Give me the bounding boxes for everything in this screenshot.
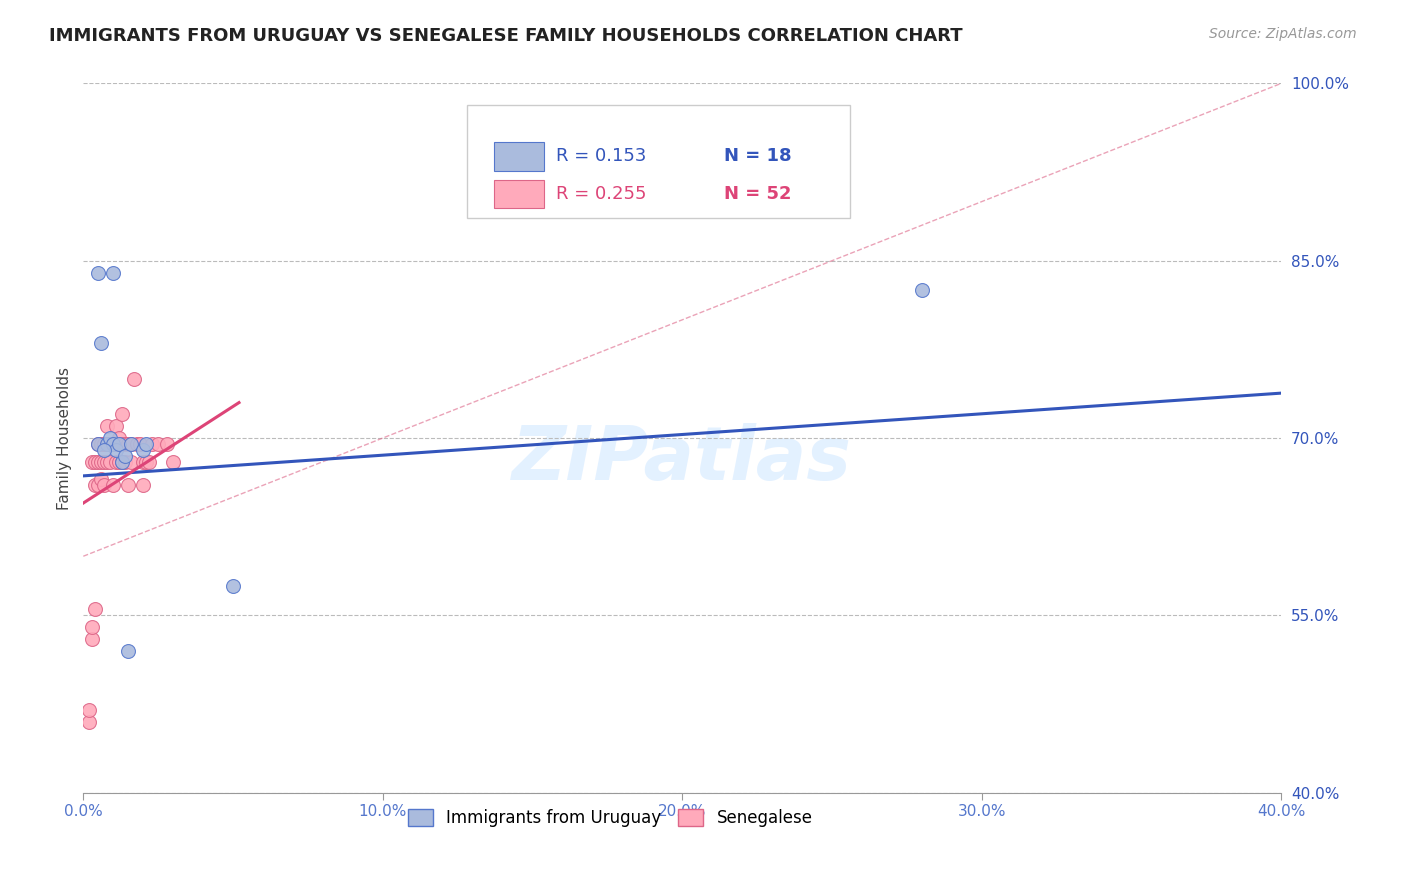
Text: Source: ZipAtlas.com: Source: ZipAtlas.com: [1209, 27, 1357, 41]
Point: [105, 437, 128, 451]
Point: [90, 455, 112, 469]
Point: [108, 437, 131, 451]
Point: [132, 455, 155, 469]
Text: ZIPatlas: ZIPatlas: [512, 423, 852, 496]
Text: N = 52: N = 52: [724, 185, 792, 202]
Point: [96, 419, 118, 434]
Point: [129, 437, 152, 451]
Point: [132, 442, 155, 457]
Point: [135, 437, 157, 451]
Text: R = 0.255: R = 0.255: [557, 185, 647, 202]
Point: [156, 437, 179, 451]
Point: [117, 478, 139, 492]
Point: [114, 449, 136, 463]
Point: [87, 266, 110, 280]
Point: [105, 442, 128, 457]
Point: [108, 455, 131, 469]
FancyBboxPatch shape: [467, 104, 849, 219]
Point: [111, 455, 134, 469]
Point: [146, 437, 169, 451]
Point: [103, 437, 125, 451]
Point: [120, 437, 142, 451]
Point: [111, 437, 134, 451]
Point: [103, 478, 125, 492]
Y-axis label: Family Households: Family Households: [58, 367, 72, 509]
Point: [90, 472, 112, 486]
Point: [105, 455, 128, 469]
Point: [120, 455, 142, 469]
Point: [122, 372, 145, 386]
Point: [117, 437, 139, 451]
Point: [98, 437, 121, 451]
Point: [114, 437, 136, 451]
Text: R = 0.153: R = 0.153: [557, 147, 647, 166]
Point: [105, 419, 128, 434]
Legend: Immigrants from Uruguay, Senegalese: Immigrants from Uruguay, Senegalese: [402, 803, 820, 834]
FancyBboxPatch shape: [494, 143, 544, 170]
Point: [84, 455, 107, 469]
Point: [84, 478, 107, 492]
Point: [222, 579, 245, 593]
Point: [93, 437, 115, 451]
Point: [114, 455, 136, 469]
Point: [98, 455, 121, 469]
Point: [117, 644, 139, 658]
Point: [93, 442, 115, 457]
Point: [135, 455, 157, 469]
Point: [87, 437, 110, 451]
Point: [108, 431, 131, 445]
Point: [84, 602, 107, 616]
Point: [103, 437, 125, 451]
Point: [132, 478, 155, 492]
Point: [93, 455, 115, 469]
Point: [87, 437, 110, 451]
Point: [103, 437, 125, 451]
Point: [90, 437, 112, 451]
Point: [911, 283, 934, 297]
Point: [98, 431, 121, 445]
Point: [93, 478, 115, 492]
Point: [90, 336, 112, 351]
Point: [87, 455, 110, 469]
Point: [82, 455, 104, 469]
Point: [127, 437, 149, 451]
Point: [98, 437, 121, 451]
Point: [93, 437, 115, 451]
Point: [120, 437, 142, 451]
Point: [77, 714, 100, 729]
Point: [96, 437, 118, 451]
FancyBboxPatch shape: [494, 179, 544, 208]
Point: [96, 437, 118, 451]
Point: [77, 703, 100, 717]
Text: IMMIGRANTS FROM URUGUAY VS SENEGALESE FAMILY HOUSEHOLDS CORRELATION CHART: IMMIGRANTS FROM URUGUAY VS SENEGALESE FA…: [49, 27, 963, 45]
Point: [111, 455, 134, 469]
Point: [103, 266, 125, 280]
Point: [82, 620, 104, 634]
Point: [162, 455, 184, 469]
Point: [111, 408, 134, 422]
Point: [87, 478, 110, 492]
Point: [141, 437, 163, 451]
Point: [96, 455, 118, 469]
Text: N = 18: N = 18: [724, 147, 792, 166]
Point: [138, 455, 160, 469]
Point: [82, 632, 104, 646]
